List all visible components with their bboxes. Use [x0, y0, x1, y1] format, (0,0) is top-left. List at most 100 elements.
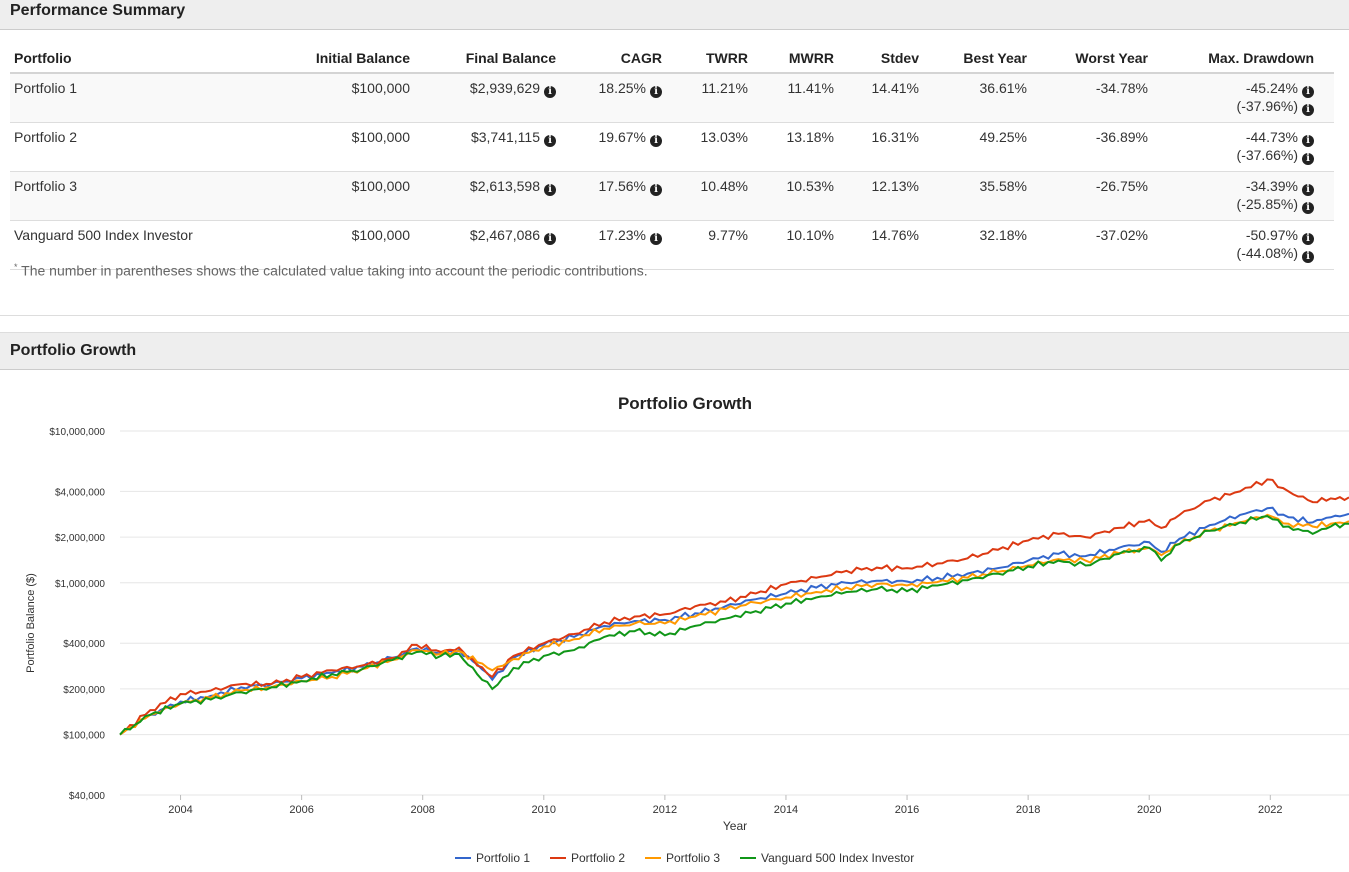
worst-value: -37.02%	[1095, 227, 1148, 243]
section-divider	[0, 315, 1349, 316]
col-header-initial-balance[interactable]: Initial Balance	[264, 44, 410, 74]
dd-value: -34.39%	[1245, 178, 1298, 194]
table-row: Vanguard 500 Index Investor $100,000 $2,46…	[10, 220, 1334, 270]
twrr-value: 9.77%	[708, 227, 748, 243]
cell-cagr: 18.25% i	[556, 73, 662, 123]
x-tick-label: 2010	[532, 804, 556, 816]
stdev-value: 12.13%	[871, 178, 919, 194]
twrr-value: 10.48%	[700, 178, 748, 194]
cell-worst: -34.78%	[1027, 73, 1148, 123]
info-circle-icon[interactable]: i	[544, 184, 556, 196]
worst-value: -26.75%	[1095, 178, 1148, 194]
dd-contrib-value: (-37.66%)	[1236, 147, 1298, 163]
best-value: 35.58%	[979, 178, 1027, 194]
table-row: Portfolio 3 $100,000 $2,613,598 i 17.56% i 10.…	[10, 171, 1334, 221]
mwrr-value: 13.18%	[786, 129, 834, 145]
cell-portfolio: Portfolio 3	[10, 171, 264, 221]
y-tick-label: $200,000	[63, 685, 105, 696]
cell-final: $2,939,629 i	[410, 73, 556, 123]
y-tick-label: $4,000,000	[55, 487, 105, 498]
cell-initial: $100,000	[264, 73, 410, 123]
final-value: $2,613,598	[469, 178, 540, 194]
info-circle-icon[interactable]: i	[544, 233, 556, 245]
y-tick-label: $1,000,000	[55, 579, 105, 590]
cell-stdev: 16.31%	[834, 122, 919, 172]
col-header-best-year[interactable]: Best Year	[919, 44, 1027, 74]
info-circle-icon[interactable]: i	[650, 135, 662, 147]
best-value: 32.18%	[979, 227, 1027, 243]
cagr-value: 17.23%	[598, 227, 646, 243]
footnote-text: The number in parentheses shows the calc…	[21, 262, 648, 279]
col-header-max-drawdown[interactable]: Max. Drawdown	[1148, 44, 1334, 74]
info-circle-icon[interactable]: i	[1302, 251, 1314, 263]
x-tick-label: 2016	[895, 804, 919, 816]
x-tick-label: 2022	[1258, 804, 1282, 816]
cell-best: 36.61%	[919, 73, 1027, 123]
cell-cagr: 17.56% i	[556, 171, 662, 221]
info-circle-icon[interactable]: i	[1302, 202, 1314, 214]
y-tick-label: $10,000,000	[49, 427, 105, 438]
best-value: 49.25%	[979, 129, 1027, 145]
cell-cagr: 19.67% i	[556, 122, 662, 172]
dd-value: -44.73%	[1245, 129, 1298, 145]
col-header-twrr[interactable]: TWRR	[662, 44, 748, 74]
y-tick-label: $40,000	[69, 791, 106, 802]
info-circle-icon[interactable]: i	[1302, 233, 1314, 245]
info-circle-icon[interactable]: i	[1302, 86, 1314, 98]
table-row: Portfolio 1 $100,000 $2,939,629 i 18.25% i 11.…	[10, 73, 1334, 123]
series-line-2[interactable]	[119, 478, 1349, 736]
worst-value: -34.78%	[1095, 80, 1148, 96]
cell-cagr: 17.23% i	[556, 220, 662, 270]
best-value: 36.61%	[979, 80, 1027, 96]
performance-summary-header: Performance Summary	[0, 0, 1349, 30]
series-line-1[interactable]	[119, 506, 1349, 736]
stdev-value: 16.31%	[871, 129, 919, 145]
col-header-stdev[interactable]: Stdev	[834, 44, 919, 74]
portfolio-growth-title: Portfolio Growth	[10, 342, 137, 359]
info-circle-icon[interactable]: i	[650, 86, 662, 98]
cell-worst: -36.89%	[1027, 122, 1148, 172]
cell-dd: -34.39% i (-25.85%) i	[1148, 171, 1334, 221]
col-header-mwrr[interactable]: MWRR	[748, 44, 834, 74]
series-line-4[interactable]	[119, 515, 1349, 736]
cell-stdev: 14.41%	[834, 73, 919, 123]
col-header-worst-year[interactable]: Worst Year	[1027, 44, 1148, 74]
cell-dd: -44.73% i (-37.66%) i	[1148, 122, 1334, 172]
col-header-final-balance[interactable]: Final Balance	[410, 44, 556, 74]
info-circle-icon[interactable]: i	[544, 86, 556, 98]
col-header-portfolio[interactable]: Portfolio	[10, 44, 264, 74]
dd-contrib-value: (-25.85%)	[1236, 196, 1298, 212]
cell-initial: $100,000	[264, 122, 410, 172]
x-tick-label: 2004	[168, 804, 192, 816]
x-axis-label: Year	[723, 819, 747, 833]
cell-stdev: 14.76%	[834, 220, 919, 270]
info-circle-icon[interactable]: i	[1302, 104, 1314, 116]
x-tick-label: 2008	[410, 804, 434, 816]
cell-best: 35.58%	[919, 171, 1027, 221]
cell-dd: -45.24% i (-37.96%) i	[1148, 73, 1334, 123]
portfolio-growth-chart[interactable]: Portfolio Growth $10,000,000 $4,000,000 $2,…	[0, 370, 1349, 872]
cagr-value: 17.56%	[598, 178, 646, 194]
cell-portfolio: Portfolio 2	[10, 122, 264, 172]
info-circle-icon[interactable]: i	[650, 233, 662, 245]
chart-title: Portfolio Growth	[618, 394, 752, 413]
info-circle-icon[interactable]: i	[1302, 153, 1314, 165]
x-tick-label: 2020	[1137, 804, 1161, 816]
info-circle-icon[interactable]: i	[544, 135, 556, 147]
info-circle-icon[interactable]: i	[1302, 135, 1314, 147]
dd-value: -50.97%	[1245, 227, 1298, 243]
col-header-cagr[interactable]: CAGR	[556, 44, 662, 74]
series-line-3[interactable]	[119, 513, 1349, 736]
portfolio-value: Vanguard 500 Index Investor	[14, 227, 193, 243]
performance-table-container: Portfolio Initial Balance Final Balance …	[10, 44, 1334, 270]
footnote-marker: *	[14, 262, 18, 272]
cell-portfolio: Portfolio 1	[10, 73, 264, 123]
twrr-value: 13.03%	[700, 129, 748, 145]
cell-mwrr: 10.10%	[748, 220, 834, 270]
cell-worst: -26.75%	[1027, 171, 1148, 221]
info-circle-icon[interactable]: i	[650, 184, 662, 196]
info-circle-icon[interactable]: i	[1302, 184, 1314, 196]
legend-item: Portfolio 2	[571, 851, 625, 865]
y-tick-label: $2,000,000	[55, 533, 105, 544]
cell-mwrr: 10.53%	[748, 171, 834, 221]
